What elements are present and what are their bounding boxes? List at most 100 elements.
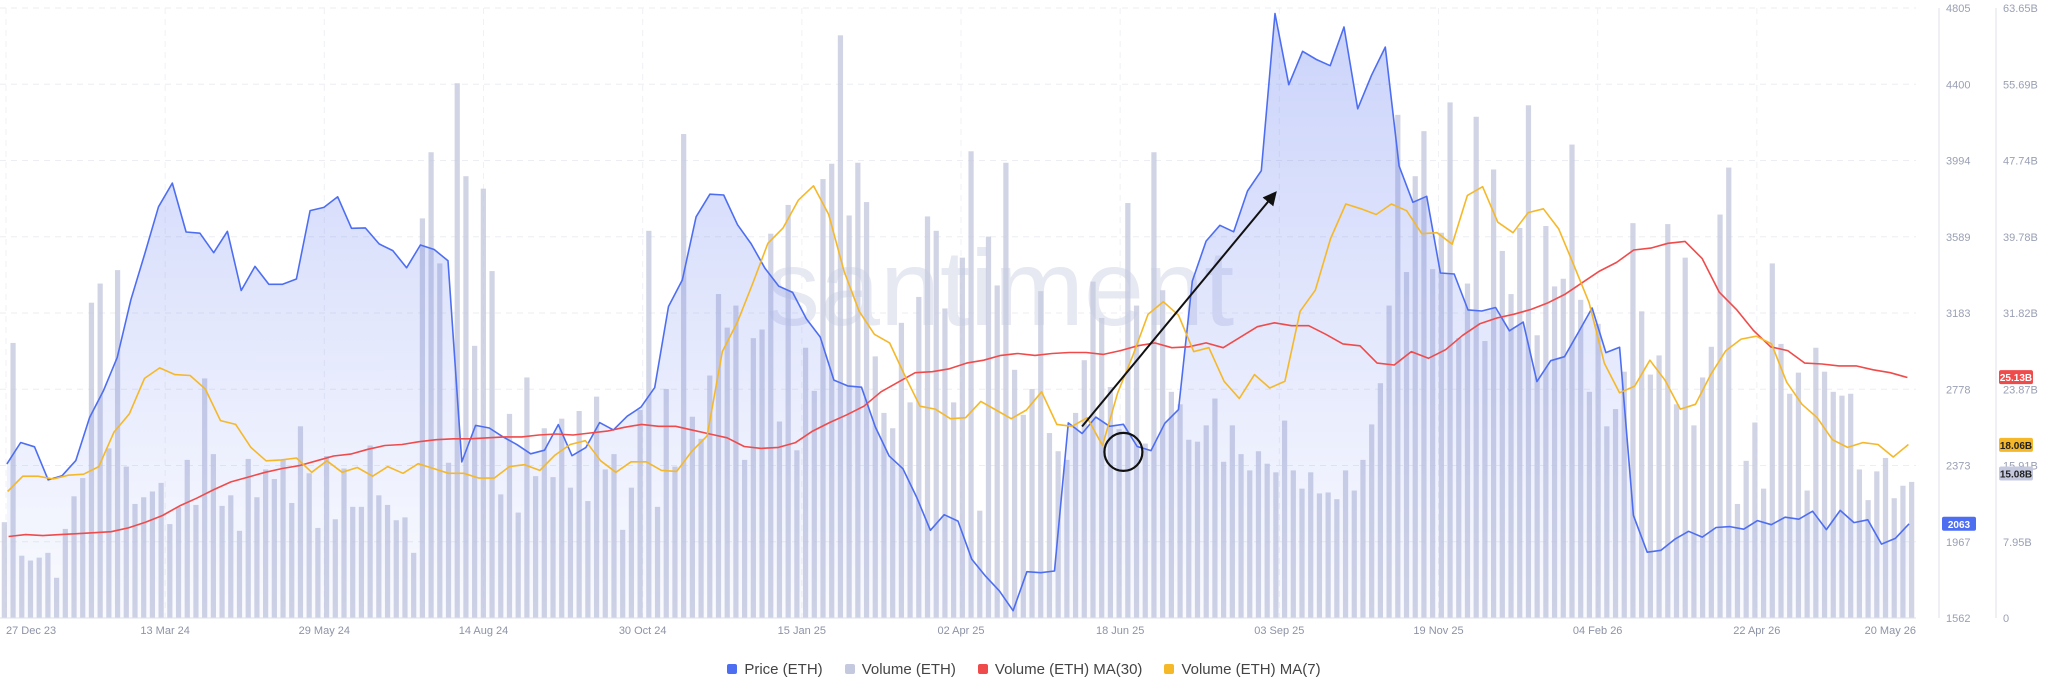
volume-bar	[1046, 433, 1053, 618]
price-tick-label: 3589	[1946, 232, 1970, 244]
volume-tick-label: 0	[2003, 613, 2009, 625]
volume-bar	[1029, 388, 1035, 618]
volume-bar	[1003, 162, 1009, 618]
x-tick-label: 03 Sep 25	[1254, 625, 1304, 637]
volume-bar	[933, 230, 939, 618]
legend-item-price[interactable]: Price (ETH)	[727, 661, 823, 678]
x-tick-label: 30 Oct 24	[619, 625, 667, 637]
volume-bar	[1717, 214, 1723, 618]
volume-bar	[924, 216, 931, 618]
x-tick-label: 04 Feb 26	[1573, 625, 1623, 637]
volume-bar	[1151, 152, 1157, 619]
volume-bar	[454, 83, 460, 618]
volume-bar	[916, 296, 922, 618]
volume-bar	[1125, 203, 1131, 618]
volume-bar	[1769, 263, 1775, 618]
last-value-badge-label: 18.06B	[2000, 441, 2032, 452]
volume-bar	[1656, 355, 1662, 618]
volume-ma7-line	[7, 185, 1909, 493]
last-value-badge	[1999, 437, 2033, 452]
price-tick-label: 1562	[1946, 613, 1970, 625]
volume-bar	[968, 151, 974, 618]
annotation-circle	[1103, 431, 1144, 473]
volume-bar	[1682, 257, 1688, 618]
volume-bar	[977, 510, 983, 618]
volume-bar	[985, 236, 992, 618]
volume-tick-label: 39.78B	[2003, 232, 2038, 244]
x-tick-label: 02 Apr 25	[937, 625, 984, 637]
x-tick-label: 15 Jan 25	[778, 625, 826, 637]
legend-label-volume-ma7: Volume (ETH) MA(7)	[1181, 660, 1321, 678]
annotation-arrow	[1081, 191, 1277, 428]
volume-tick-label: 23.87B	[2003, 384, 2038, 396]
volume-bar	[1020, 414, 1026, 618]
legend-swatch-volume-ma30	[977, 664, 988, 674]
volume-tick-label: 63.65B	[2003, 3, 2038, 15]
last-value-badge	[1999, 370, 2033, 385]
volume-bar	[1726, 167, 1732, 619]
volume-bar	[1673, 404, 1680, 618]
x-tick-label: 18 Jun 25	[1096, 625, 1144, 637]
x-tick-label: 13 Mar 24	[140, 625, 190, 637]
volume-bar	[1813, 347, 1819, 618]
volume-tick-label: 31.82B	[2003, 308, 2038, 320]
x-tick-label: 22 Apr 26	[1733, 625, 1780, 637]
volume-bar	[1882, 457, 1889, 618]
last-value-badges: 2063 25.13B 18.06B 15.08B	[1942, 370, 2033, 531]
volume-bar	[1691, 425, 1697, 618]
volume-bar	[1787, 393, 1793, 618]
volume-bar	[463, 176, 469, 618]
volume-bar	[1, 522, 7, 618]
price-tick-label: 4400	[1946, 79, 1970, 91]
price-tick-label: 4805	[1946, 3, 1970, 15]
volume-bar	[1821, 371, 1828, 618]
volume-bar	[1630, 223, 1636, 618]
volume-bar	[1708, 346, 1714, 618]
volume-bar	[1752, 422, 1758, 618]
volume-bar	[959, 257, 965, 618]
volume-bar	[1700, 377, 1706, 618]
volume-bar	[1830, 391, 1836, 618]
legend-item-volume-ma7[interactable]: Volume (ETH) MA(7)	[1164, 660, 1321, 678]
volume-bar	[1647, 374, 1653, 618]
price-area-fill	[6, 13, 1910, 619]
last-value-badge	[1999, 466, 2033, 481]
x-tick-label: 29 May 24	[299, 625, 350, 637]
annotations	[1081, 191, 1277, 473]
price-tick-label: 3183	[1946, 308, 1970, 320]
legend-label-volume: Volume (ETH)	[861, 660, 956, 678]
volume-tick-label: 55.69B	[2003, 79, 2038, 91]
last-value-badge-label: 2063	[1948, 520, 1971, 531]
price-tick-label: 1967	[1946, 537, 1970, 549]
price-tick-label: 2778	[1946, 384, 1970, 396]
legend-swatch-price	[727, 664, 738, 674]
volume-bar	[480, 188, 486, 618]
legend-item-volume[interactable]: Volume (ETH)	[844, 660, 956, 678]
volume-bar	[1639, 311, 1645, 618]
volume-bar	[1778, 343, 1784, 618]
volume-bar	[1909, 481, 1915, 618]
volume-tick-label: 47.74B	[2003, 156, 2038, 168]
legend-label-volume-ma30: Volume (ETH) MA(30)	[994, 660, 1143, 678]
volume-bar	[1795, 372, 1802, 618]
series-lines	[6, 12, 1910, 612]
x-tick-label: 27 Dec 23	[6, 625, 56, 637]
price-line	[6, 12, 1910, 612]
last-value-badge-label: 15.08B	[2000, 469, 2032, 480]
legend-swatch-volume	[844, 664, 855, 674]
axes: 1562 1967 2373 2778 3183 3589 3994 4400 4805 0 7.9…	[0, 3, 2038, 637]
volume-ma30-line	[8, 240, 1908, 538]
legend: Price (ETH) Volume (ETH) Volume (ETH) MA…	[0, 655, 2048, 683]
volume-bar	[1038, 291, 1044, 618]
volume-bar	[1665, 224, 1671, 618]
legend-item-volume-ma30[interactable]: Volume (ETH) MA(30)	[977, 660, 1143, 678]
legend-swatch-volume-ma7	[1164, 664, 1175, 674]
volume-bar	[942, 308, 948, 618]
volume-bar	[1839, 395, 1845, 618]
volume-bar	[1848, 393, 1854, 618]
volume-tick-label: 7.95B	[2003, 537, 2032, 549]
x-tick-label: 14 Aug 24	[459, 625, 509, 637]
volume-bar	[837, 35, 844, 619]
